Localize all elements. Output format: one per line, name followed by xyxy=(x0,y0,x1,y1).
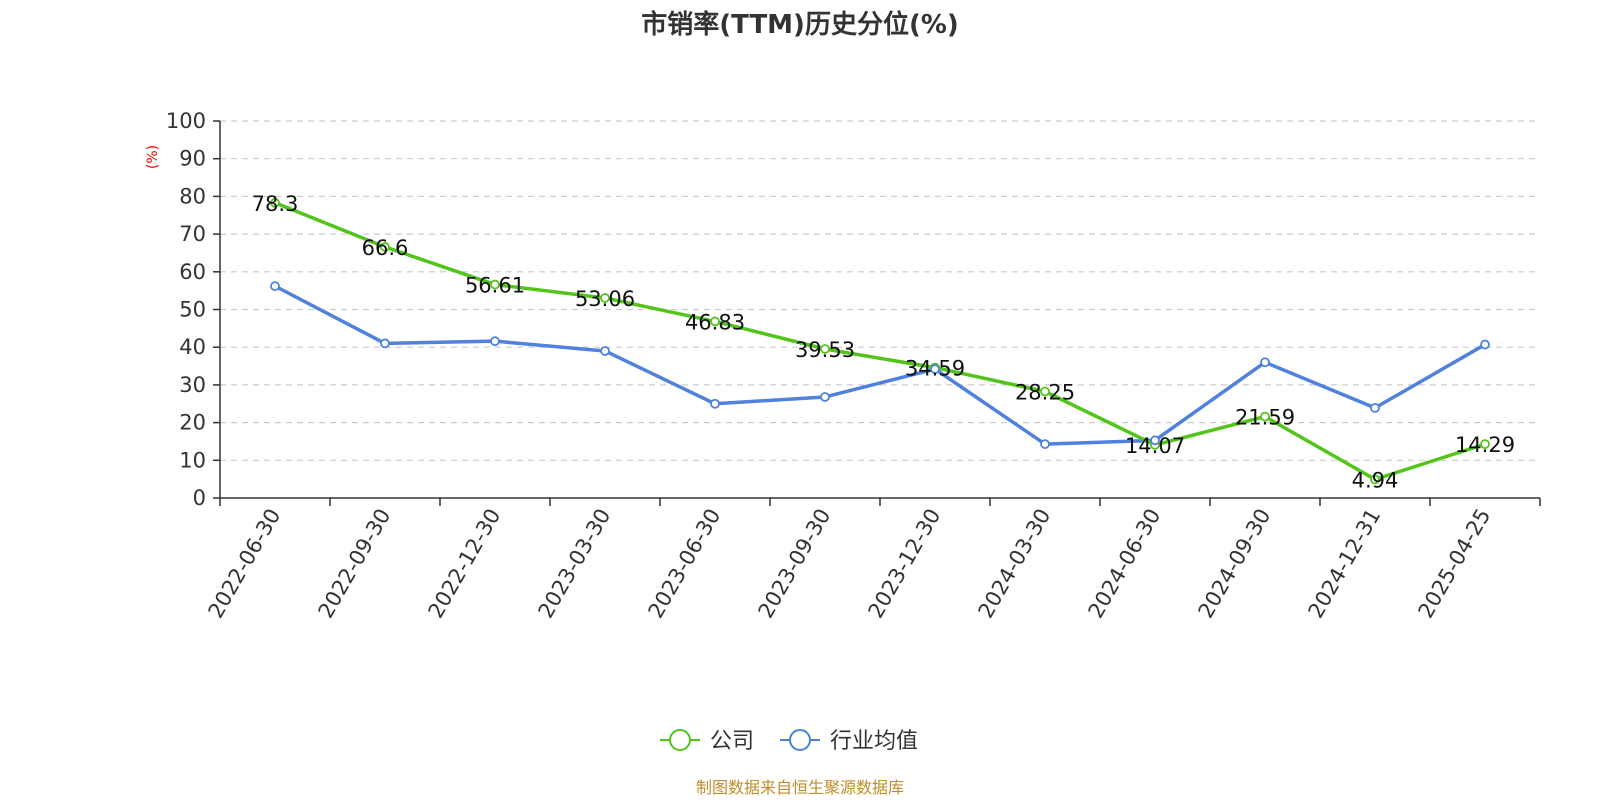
legend[interactable]: 公司 行业均值 xyxy=(660,729,918,754)
legend-circle-marker[interactable] xyxy=(789,729,811,751)
data-label: 28.25 xyxy=(1015,380,1075,404)
data-point xyxy=(710,316,720,327)
data-point xyxy=(490,336,500,347)
legend-circle-marker[interactable] xyxy=(669,729,691,751)
x-tick-label: 2022-09-30 xyxy=(314,505,396,623)
series-lines xyxy=(270,197,1490,485)
x-tick-label: 2024-12-31 xyxy=(1304,505,1386,623)
data-point xyxy=(270,197,280,208)
data-point xyxy=(1150,435,1160,446)
data-point xyxy=(1260,357,1270,368)
data-label: 34.59 xyxy=(905,357,965,381)
y-tick-label: 60 xyxy=(179,260,206,284)
data-label: 4.94 xyxy=(1352,468,1399,492)
data-point xyxy=(1040,439,1050,449)
y-tick-label: 20 xyxy=(179,411,206,435)
data-point xyxy=(1370,474,1380,485)
x-tick-label: 2022-06-30 xyxy=(204,505,286,623)
series-line xyxy=(274,284,1486,446)
data-label: 39.53 xyxy=(795,338,855,362)
chart-title: 市销率(TTM)历史分位(%) xyxy=(641,9,959,40)
x-tick-label: 2024-03-30 xyxy=(974,505,1056,623)
data-label: 21.59 xyxy=(1235,406,1295,430)
legend-label[interactable]: 公司 xyxy=(710,729,754,754)
data-source-note: 制图数据来自恒生聚源数据库 xyxy=(696,778,904,797)
x-tick-label: 2023-06-30 xyxy=(644,505,726,623)
data-point xyxy=(930,364,940,374)
x-tick-label: 2023-09-30 xyxy=(754,505,836,623)
data-point xyxy=(1040,386,1050,397)
data-point xyxy=(820,392,830,402)
x-tick-label: 2024-09-30 xyxy=(1194,505,1276,623)
data-labels: 78.3 66.6 56.61 53.06 46.83 39.53 34.59 28.25 14… xyxy=(252,192,1515,493)
data-point xyxy=(1260,411,1270,422)
legend-label[interactable]: 行业均值 xyxy=(830,729,918,754)
y-tick-label: 0 xyxy=(193,486,206,510)
data-point xyxy=(710,398,720,409)
y-tick-label: 50 xyxy=(179,298,206,322)
data-point xyxy=(1480,439,1490,450)
y-tick-label: 90 xyxy=(179,147,206,171)
y-tick-label: 30 xyxy=(179,373,206,397)
axes: 0 10 20 30 40 50 60 70 80 90 100 2022-06-30 2022-09-… xyxy=(166,109,1541,623)
x-tick-label: 2023-03-30 xyxy=(534,505,616,623)
data-point xyxy=(600,346,610,356)
x-tick-label: 2022-12-30 xyxy=(424,505,506,623)
data-label: 56.61 xyxy=(465,274,525,298)
data-point xyxy=(1480,339,1490,350)
data-label: 66.6 xyxy=(362,236,409,260)
data-point xyxy=(600,293,610,303)
x-tick-label: 2025-04-25 xyxy=(1414,505,1496,623)
data-label: 14.29 xyxy=(1455,433,1515,457)
data-label: 46.83 xyxy=(685,310,745,334)
data-label: 53.06 xyxy=(575,287,635,311)
data-label: 14.07 xyxy=(1125,434,1185,458)
data-point xyxy=(380,242,390,252)
y-tick-label: 70 xyxy=(179,222,206,246)
x-tick-label: 2024-06-30 xyxy=(1084,505,1166,623)
y-tick-label: 40 xyxy=(179,335,206,359)
y-axis-unit-label: (%) xyxy=(145,145,161,169)
data-point xyxy=(270,281,280,292)
data-label: 78.3 xyxy=(252,192,299,216)
data-point xyxy=(490,279,500,290)
y-tick-label: 80 xyxy=(179,184,206,208)
data-point xyxy=(820,344,830,354)
x-tick-label: 2023-12-30 xyxy=(864,505,946,623)
grid-lines xyxy=(220,120,1540,461)
y-tick-label: 10 xyxy=(179,448,206,472)
y-tick-label: 100 xyxy=(166,109,206,133)
data-point xyxy=(380,338,390,349)
series-line xyxy=(274,201,1486,482)
data-point xyxy=(1370,402,1380,413)
